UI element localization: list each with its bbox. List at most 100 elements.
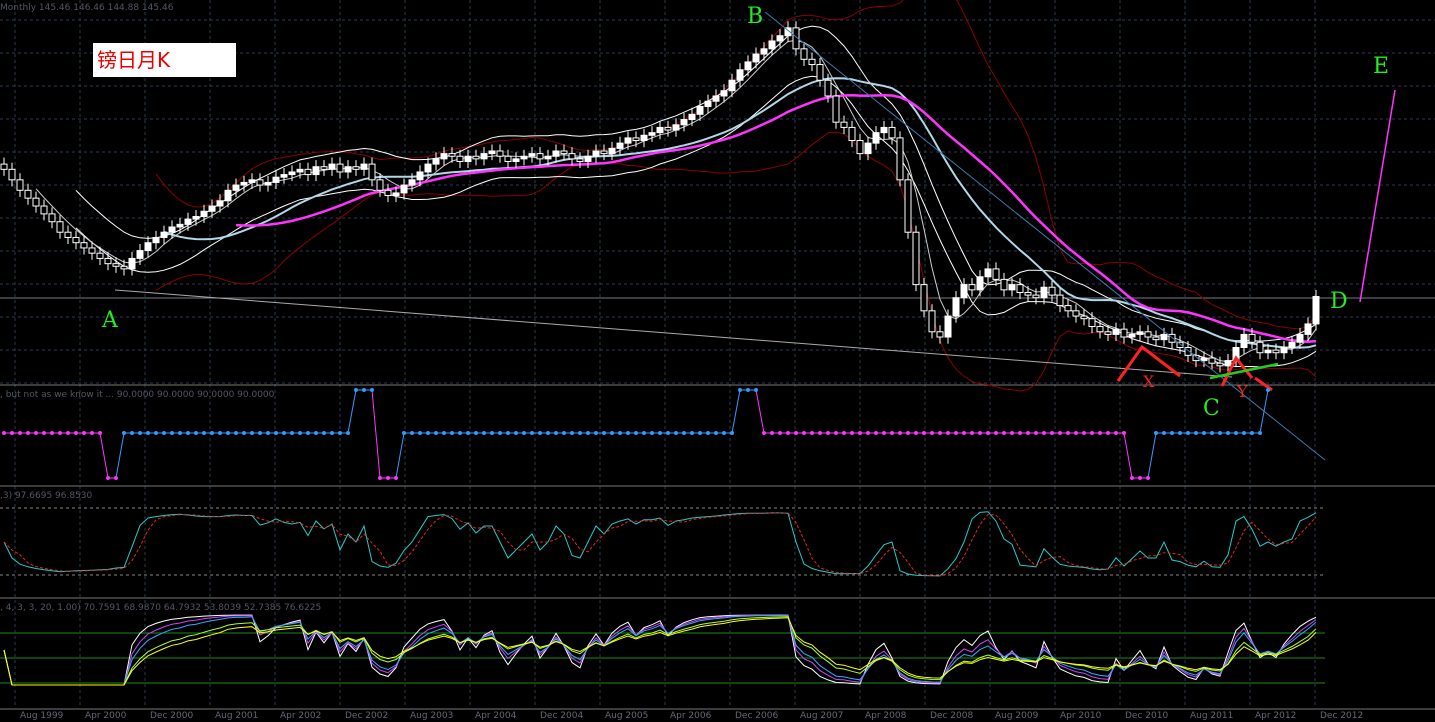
panel2-header: , but not as we know it ... 90.0000 90.0…	[0, 390, 275, 400]
candle-body	[120, 265, 128, 270]
signal-segment	[395, 432, 405, 479]
signal-dot	[1210, 431, 1214, 435]
candle-body	[176, 223, 184, 228]
signal-dot	[1010, 431, 1014, 435]
signal-segment	[371, 389, 381, 479]
candle-body	[1080, 315, 1088, 320]
candle-body	[800, 48, 808, 60]
signal-dot	[810, 431, 814, 435]
x-tick-label: Aug 2005	[605, 711, 649, 721]
candle-body	[328, 163, 336, 170]
candle-body	[424, 163, 432, 173]
signal-dot	[1026, 431, 1030, 435]
signal-dot	[346, 431, 350, 435]
signal-segment	[1147, 432, 1157, 479]
signal-dot	[1146, 476, 1150, 480]
signal-dot	[418, 431, 422, 435]
signal-dot	[442, 431, 446, 435]
candle-body	[960, 284, 968, 299]
x-tick-label: Apr 2004	[475, 711, 517, 721]
signal-dot	[378, 476, 382, 480]
candle-body	[776, 35, 784, 42]
candle-body	[440, 153, 448, 160]
bollinger-lower	[155, 131, 1317, 392]
candle-body	[80, 242, 88, 249]
candle-body	[312, 166, 320, 176]
signal-dot	[1266, 388, 1270, 392]
signal-dot	[1178, 431, 1182, 435]
signal-dot	[794, 431, 798, 435]
signal-dot	[306, 431, 310, 435]
label-a: A	[102, 308, 118, 333]
candle-body	[600, 150, 608, 155]
x-tick-label: Apr 2008	[865, 711, 907, 721]
signal-dot	[1202, 431, 1206, 435]
candle-body	[640, 134, 648, 142]
signal-dot	[666, 431, 670, 435]
candle-body	[448, 153, 456, 157]
candle-body	[1264, 349, 1272, 354]
signal-dot	[50, 431, 54, 435]
signal-segment	[1259, 389, 1269, 434]
candle-body	[1104, 331, 1112, 335]
pattern-y-tail	[1254, 376, 1273, 392]
candle-body	[256, 179, 264, 186]
candle-body	[1016, 284, 1024, 293]
signal-dot	[426, 431, 430, 435]
signal-segment	[347, 389, 357, 434]
panel4-header: , 4, 3, 3, 20, 1.00) 70.7591 68.9870 64.…	[0, 603, 322, 613]
signal-dot	[698, 431, 702, 435]
signal-dot	[146, 431, 150, 435]
candle-body	[888, 126, 896, 139]
candle-body	[840, 121, 848, 128]
candle-body	[504, 155, 512, 162]
x-tick-label: Dec 2010	[1125, 711, 1169, 721]
signal-dot	[626, 431, 630, 435]
signal-dot	[1138, 476, 1142, 480]
candle-body	[288, 171, 296, 176]
signal-dot	[10, 431, 14, 435]
candle-body	[656, 126, 664, 134]
candle-body	[352, 166, 360, 170]
candle-body	[584, 155, 592, 162]
signal-dot	[882, 431, 886, 435]
signal-dot	[18, 431, 22, 435]
signal-dot	[778, 431, 782, 435]
signal-dot	[1090, 431, 1094, 435]
candle-body	[560, 150, 568, 155]
x-tick-label: Apr 2002	[280, 711, 322, 721]
candle-body	[872, 132, 880, 144]
candle-body	[704, 100, 712, 107]
candle-body	[152, 236, 160, 244]
candle-body	[1056, 294, 1064, 307]
candle-body	[136, 250, 144, 259]
envelope-upper	[75, 25, 1317, 342]
signal-dot	[130, 431, 134, 435]
signal-dot	[218, 431, 222, 435]
candle-body	[48, 213, 56, 223]
candle-body	[952, 297, 960, 317]
candle-body	[856, 140, 864, 155]
candle-body	[1072, 310, 1080, 317]
label-d: D	[1330, 289, 1348, 314]
x-tick-label: Aug 1999	[20, 711, 64, 721]
signal-dot	[1154, 431, 1158, 435]
signal-dot	[1250, 431, 1254, 435]
signal-dot	[1058, 431, 1062, 435]
candle-body	[248, 179, 256, 183]
signal-dot	[498, 431, 502, 435]
signal-dot	[1242, 431, 1246, 435]
projection-line-e	[1359, 89, 1396, 303]
signal-dot	[66, 431, 70, 435]
candle-body	[1096, 326, 1104, 333]
candle-body	[128, 257, 136, 270]
candle-body	[760, 48, 768, 55]
signal-dot	[314, 431, 318, 435]
signal-dot	[114, 476, 118, 480]
signal-dot	[1194, 431, 1198, 435]
signal-dot	[298, 431, 302, 435]
signal-dot	[738, 388, 742, 392]
signal-dot	[138, 431, 142, 435]
oscillator-line	[3, 614, 1317, 686]
